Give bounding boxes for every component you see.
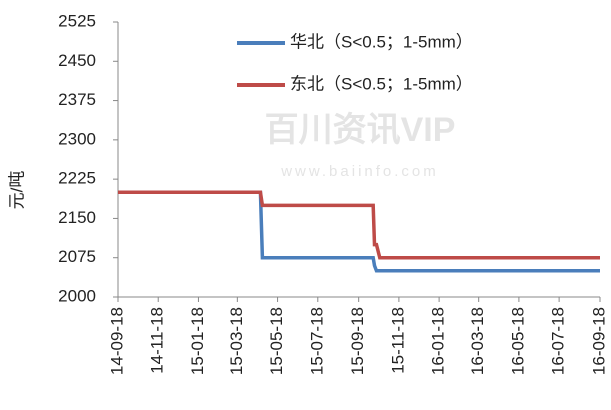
- x-tick-label: 14-09-18: [107, 307, 126, 375]
- x-tick-label: 16-05-18: [508, 307, 527, 375]
- y-tick-label: 2300: [58, 129, 96, 148]
- x-tick-label: 15-01-18: [188, 307, 207, 375]
- watermark-url: www.baiinfo.com: [280, 163, 439, 180]
- x-tick-label: 14-11-18: [148, 307, 167, 374]
- x-tick-label: 15-03-18: [227, 307, 246, 375]
- x-tick-label: 15-07-18: [307, 307, 326, 375]
- y-tick-label: 2525: [58, 11, 96, 30]
- series-line: [118, 190, 600, 260]
- y-tick-label: 2000: [58, 286, 96, 305]
- x-tick-label: 16-01-18: [429, 307, 448, 375]
- legend-label: 东北（S<0.5；1-5mm）: [290, 74, 473, 93]
- x-tick-label: 16-07-18: [549, 307, 568, 375]
- x-tick-label: 16-09-18: [589, 307, 608, 375]
- y-tick-label: 2375: [58, 90, 96, 109]
- x-tick-label: 15-05-18: [267, 307, 286, 375]
- y-tick-label: 2075: [58, 247, 96, 266]
- y-tick-label: 2150: [58, 208, 96, 227]
- x-tick-label: 15-11-18: [388, 307, 407, 374]
- legend-label: 华北（S<0.5；1-5mm）: [290, 32, 473, 51]
- x-tick-label: 16-03-18: [468, 307, 487, 375]
- y-tick-label: 2225: [58, 169, 96, 188]
- x-tick-label: 15-09-18: [348, 307, 367, 375]
- y-axis-label: 元/吨: [7, 171, 26, 210]
- y-tick-label: 2450: [58, 51, 96, 70]
- watermark: 百川资讯VIP: [265, 111, 456, 149]
